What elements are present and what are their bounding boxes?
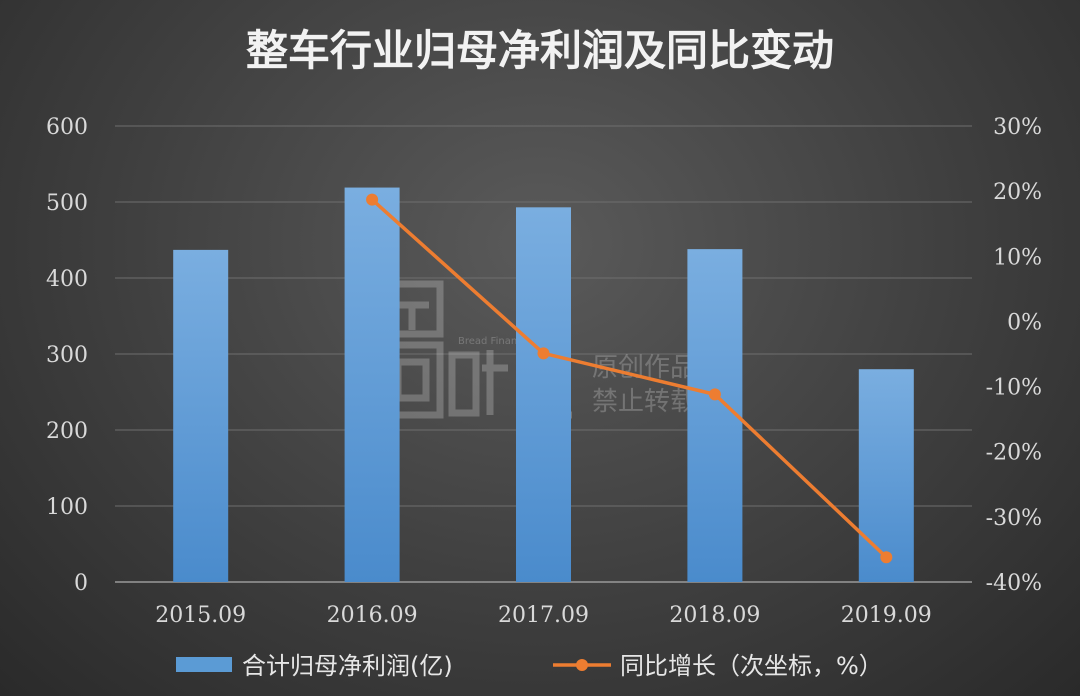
x-tick-label: 2019.09 [841,603,932,628]
y-left-tick-label: 400 [46,267,88,292]
legend-line-marker [576,659,588,671]
bar [173,249,229,582]
y-right-tick-label: 30% [993,115,1042,140]
bar [344,187,400,582]
y-right-tick-label: -30% [986,506,1042,531]
line-point [880,551,893,564]
y-left-tick-label: 0 [74,571,88,596]
legend-bar-label: 合计归母净利润(亿) [242,652,453,680]
legend-line-label: 同比增长（次坐标，%） [620,652,883,680]
y-right-tick-label: 0% [1007,310,1042,335]
line-point [708,388,721,401]
bar-series [173,187,914,582]
watermark-brand: Bread Finance [458,336,529,347]
line-series [366,193,893,564]
x-tick-label: 2016.09 [327,603,418,628]
legend-bar-swatch [176,657,232,672]
bar [687,249,743,582]
y-right-tick-label: -20% [986,441,1042,466]
bar [858,369,914,582]
y-left-tick-label: 100 [46,495,88,520]
line-path [370,198,888,559]
y-left-tick-label: 300 [46,343,88,368]
y-left-tick-label: 200 [46,419,88,444]
x-tick-label: 2017.09 [498,603,589,628]
y-right-tick-label: -40% [986,571,1042,596]
y-right-tick-label: -10% [986,376,1042,401]
y-axis-right: -40% -30% -20% -10% 0% 10% 20% 30% [986,115,1042,596]
x-axis: 2015.09 2016.09 2017.09 2018.09 2019.09 [155,603,932,628]
y-right-tick-label: 20% [993,180,1042,205]
chart-title: 整车行业归母净利润及同比变动 [246,26,834,75]
x-tick-label: 2018.09 [669,603,760,628]
y-axis-left: 0 100 200 300 400 500 600 [46,115,88,596]
y-left-tick-label: 600 [46,115,88,140]
bar [516,207,571,582]
line-point [537,347,550,360]
watermark-note-2: 禁止转载 [592,387,696,417]
legend: 合计归母净利润(亿) 同比增长（次坐标，%） [176,652,883,680]
y-left-tick-label: 500 [46,191,88,216]
line-point [366,193,379,206]
y-right-tick-label: 10% [993,245,1042,270]
x-tick-label: 2015.09 [155,603,246,628]
